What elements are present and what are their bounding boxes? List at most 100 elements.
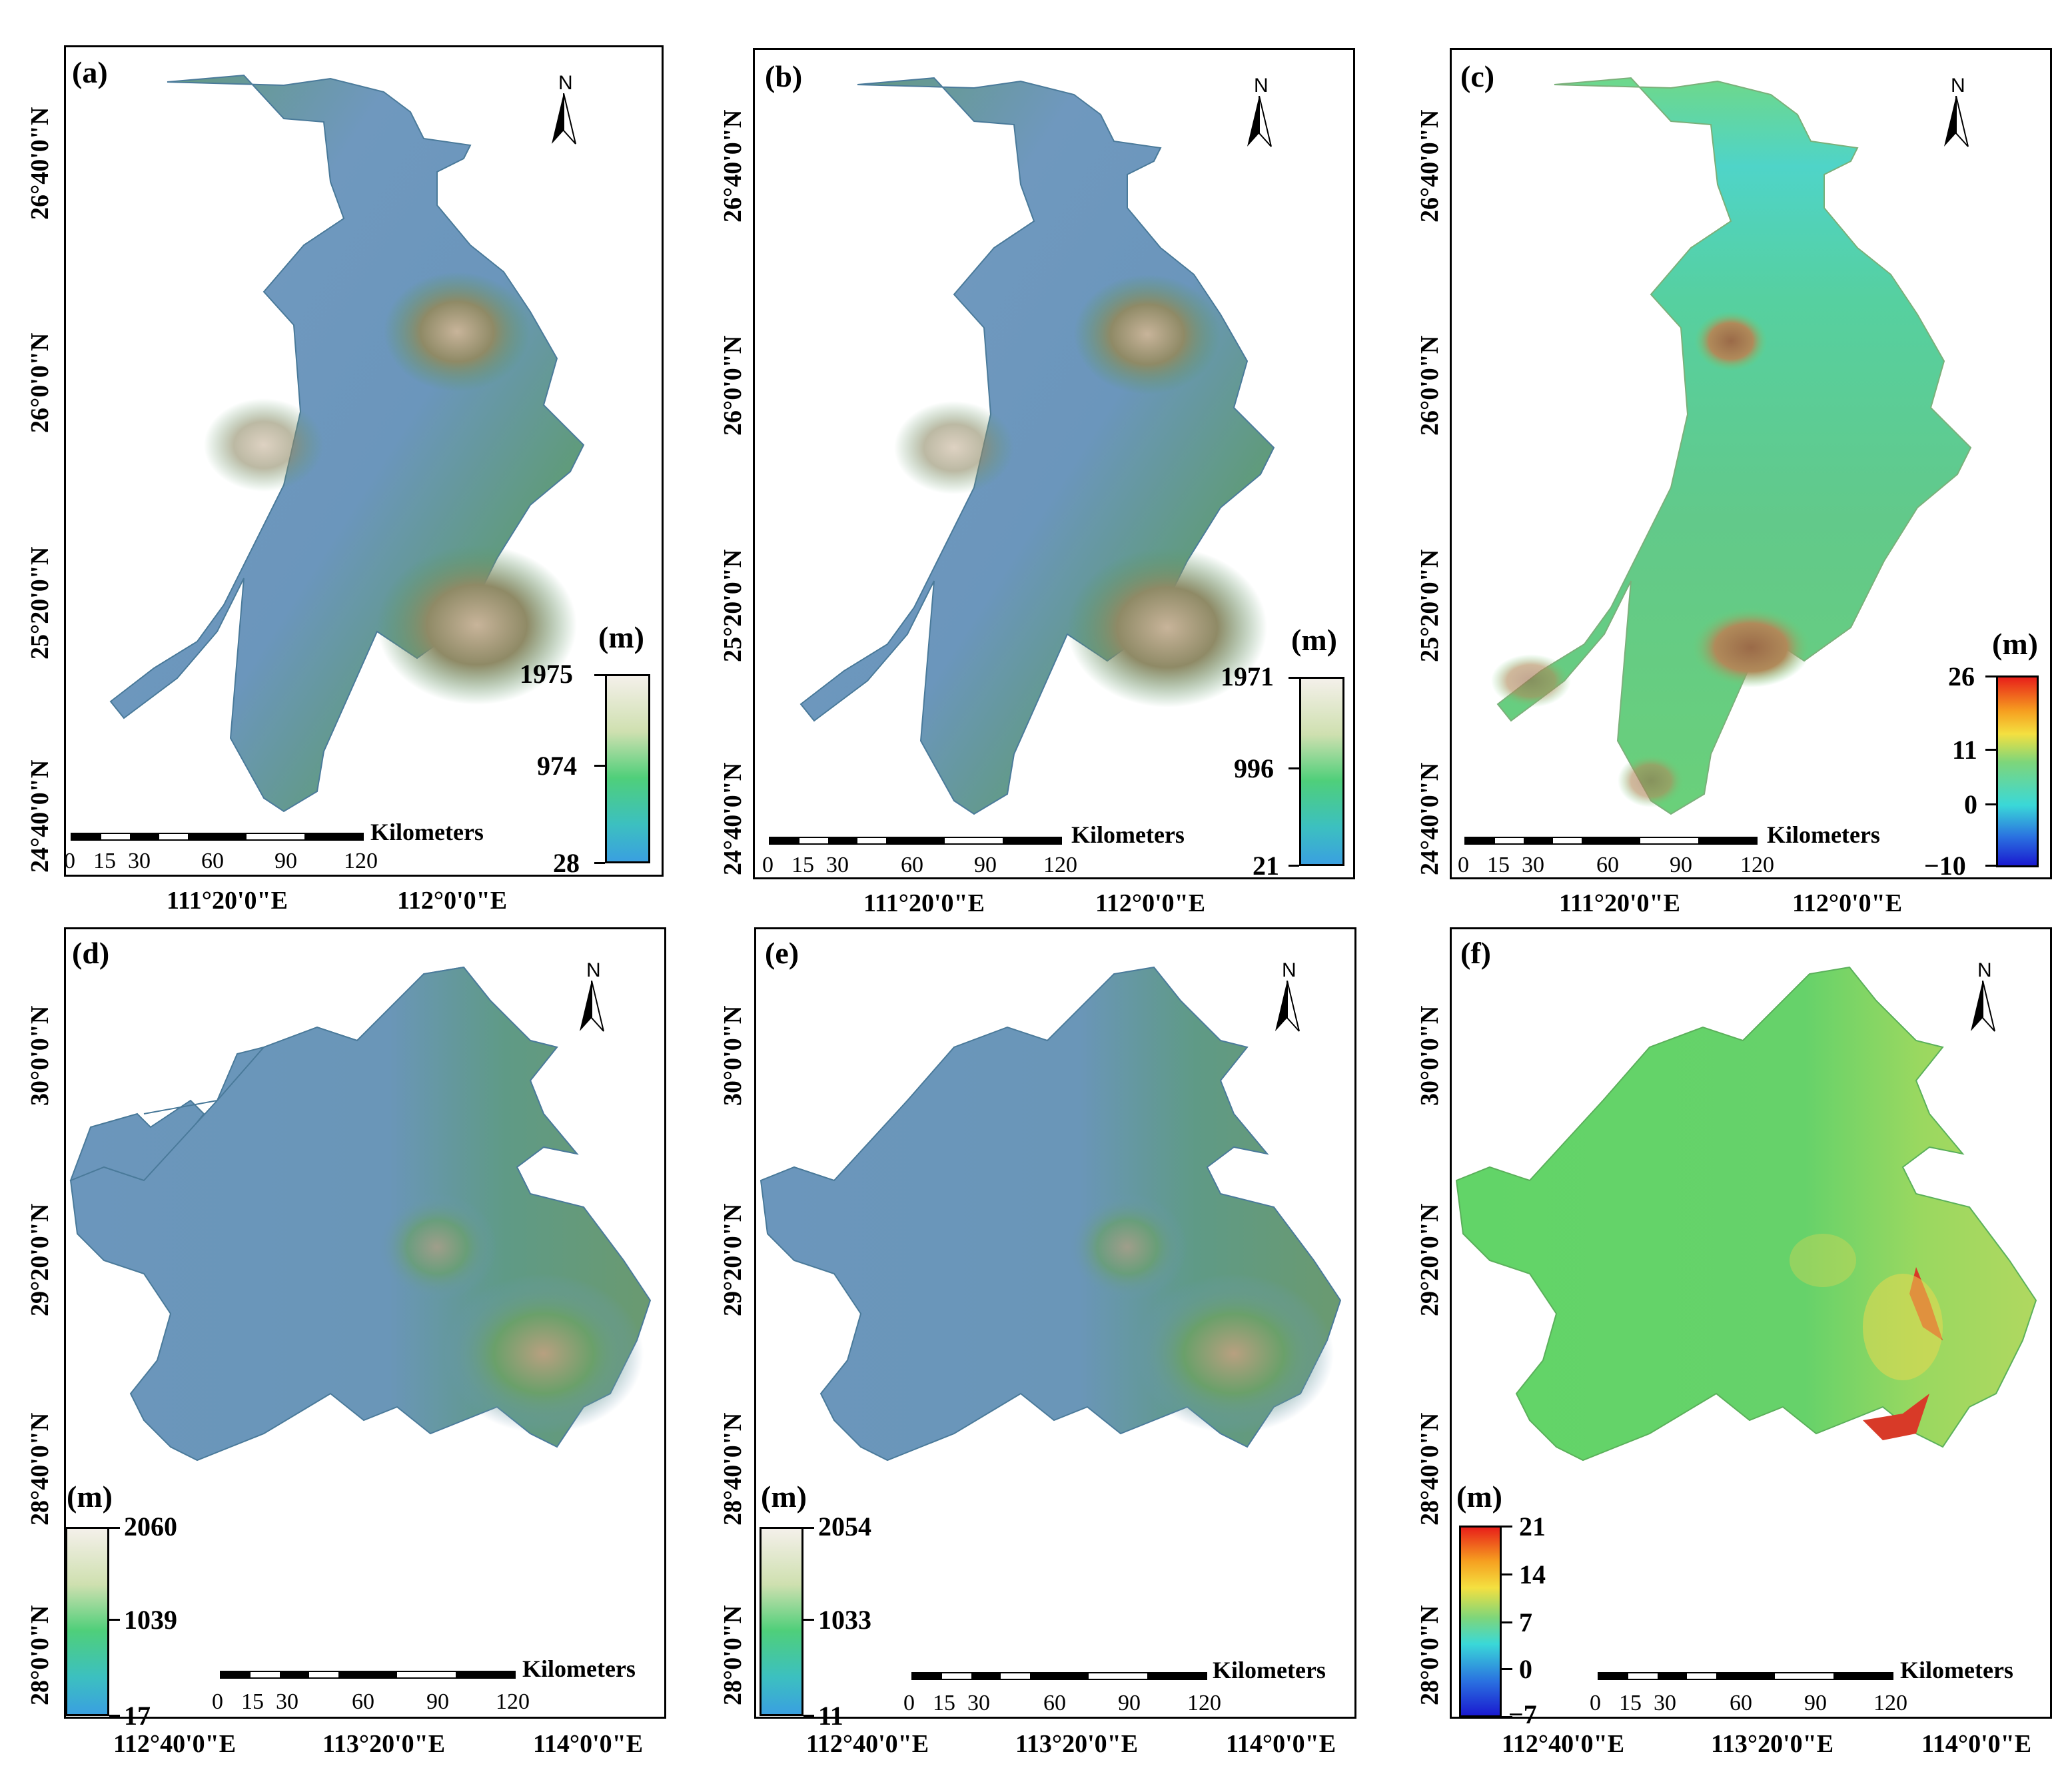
lat-tick-label: 24°40'0"N xyxy=(1416,762,1444,875)
lon-tick-label: 112°0'0"E xyxy=(397,887,508,915)
lat-tick-label: 26°40'0"N xyxy=(26,107,54,220)
scale-bar xyxy=(769,837,1062,845)
lon-tick-label: 112°40'0"E xyxy=(113,1730,237,1758)
panel-label-d: (d) xyxy=(72,936,110,970)
panel-label-b: (b) xyxy=(765,59,803,93)
north-arrow-icon xyxy=(1971,981,1995,1032)
scale-bar xyxy=(1464,837,1758,845)
colorbar-unit: (m) xyxy=(598,620,644,654)
lat-tick-label: 25°20'0"N xyxy=(719,549,747,662)
scale-tick: 120 xyxy=(1873,1691,1907,1715)
scale-tick: 30 xyxy=(967,1691,990,1715)
colorbar-tick xyxy=(1985,865,1996,867)
scale-tick: 30 xyxy=(826,853,849,877)
colorbar-unit: (m) xyxy=(67,1480,113,1514)
colorbar xyxy=(1459,1526,1502,1717)
scale-unit: Kilometers xyxy=(522,1655,636,1682)
scale-tick: 60 xyxy=(201,849,224,873)
colorbar-label: 14 xyxy=(1519,1559,1546,1589)
scale-tick: 30 xyxy=(128,849,151,873)
colorbar-tick xyxy=(1985,749,1996,751)
scale-tick: 0 xyxy=(212,1689,223,1714)
scale-bar xyxy=(1598,1672,1893,1680)
scale-unit: Kilometers xyxy=(1213,1657,1326,1683)
colorbar-max: 1975 xyxy=(520,659,573,689)
scale-tick: 90 xyxy=(1118,1691,1141,1715)
lat-tick-label: 29°20'0"N xyxy=(26,1203,54,1316)
lat-tick-label: 26°0'0"N xyxy=(1416,335,1444,436)
colorbar-tick xyxy=(109,1715,120,1717)
colorbar xyxy=(1996,675,2039,867)
lat-tick-label: 24°40'0"N xyxy=(719,762,747,875)
lon-tick-label: 111°20'0"E xyxy=(1559,889,1681,917)
colorbar-unit: (m) xyxy=(1291,623,1337,657)
colorbar-label: −7 xyxy=(1508,1699,1537,1729)
colorbar-tick xyxy=(803,1619,814,1621)
scale-tick: 60 xyxy=(352,1689,374,1714)
lat-tick-label: 26°0'0"N xyxy=(26,332,54,433)
colorbar-unit: (m) xyxy=(761,1480,807,1514)
lon-tick-label: 112°40'0"E xyxy=(1502,1730,1625,1758)
scale-unit: Kilometers xyxy=(1900,1657,2013,1683)
lat-tick-label: 26°0'0"N xyxy=(719,335,747,436)
colorbar xyxy=(760,1527,803,1716)
north-label: N xyxy=(1254,75,1269,97)
colorbar-tick xyxy=(1289,865,1299,867)
lon-tick-label: 114°0'0"E xyxy=(533,1730,644,1758)
lat-tick-label: 28°0'0"N xyxy=(26,1605,54,1705)
lat-tick-label: 26°40'0"N xyxy=(1416,109,1444,222)
colorbar-tick xyxy=(1289,677,1299,679)
scale-tick: 90 xyxy=(1670,853,1692,877)
lon-tick-label: 112°40'0"E xyxy=(806,1730,929,1758)
scale-tick: 60 xyxy=(901,853,923,877)
colorbar-tick xyxy=(1985,675,1996,677)
panel-label-f: (f) xyxy=(1460,936,1491,970)
colorbar-label: 0 xyxy=(1519,1654,1532,1684)
lon-tick-label: 111°20'0"E xyxy=(167,887,288,915)
colorbar-label: 0 xyxy=(1964,789,1977,819)
scale-tick: 15 xyxy=(241,1689,264,1714)
scale-tick: 90 xyxy=(426,1689,449,1714)
colorbar-tick xyxy=(1289,767,1299,769)
scale-unit: Kilometers xyxy=(1071,821,1185,848)
colorbar-mid: 996 xyxy=(1234,753,1274,783)
lat-tick-label: 28°0'0"N xyxy=(719,1605,747,1705)
scale-tick: 15 xyxy=(933,1691,955,1715)
lon-tick-label: 113°20'0"E xyxy=(1711,1730,1834,1758)
lat-tick-label: 28°40'0"N xyxy=(719,1412,747,1526)
colorbar-tick xyxy=(594,674,605,676)
lat-tick-label: 24°40'0"N xyxy=(26,759,54,873)
panel-label-e: (e) xyxy=(765,936,799,970)
lon-tick-label: 111°20'0"E xyxy=(863,889,985,917)
colorbar-label: 7 xyxy=(1519,1607,1532,1637)
scale-bar xyxy=(71,833,364,841)
north-arrow-icon xyxy=(1275,981,1300,1032)
colorbar-tick xyxy=(1985,803,1996,805)
colorbar-tick xyxy=(1502,1573,1512,1575)
map-raster-a xyxy=(109,74,585,813)
north-arrow-icon xyxy=(552,93,576,145)
colorbar-unit: (m) xyxy=(1456,1480,1502,1514)
lat-tick-label: 28°40'0"N xyxy=(26,1412,54,1526)
colorbar xyxy=(605,674,650,863)
map-raster-d xyxy=(69,966,652,1462)
scale-tick: 60 xyxy=(1596,853,1619,877)
north-label: N xyxy=(1282,959,1296,981)
map-raster-c xyxy=(1491,77,1972,815)
scale-tick: 120 xyxy=(344,849,378,873)
colorbar-label: 21 xyxy=(1519,1512,1546,1542)
scale-bar xyxy=(911,1672,1207,1680)
scale-tick: 120 xyxy=(496,1689,530,1714)
colorbar-min: 28 xyxy=(553,848,580,878)
region-shape-a xyxy=(109,74,585,813)
scale-tick: 90 xyxy=(974,853,997,877)
north-label: N xyxy=(586,959,601,981)
colorbar xyxy=(65,1527,109,1716)
map-raster-e xyxy=(760,966,1342,1462)
lat-tick-label: 28°0'0"N xyxy=(1416,1605,1444,1705)
colorbar-tick xyxy=(803,1527,814,1529)
colorbar-min: 17 xyxy=(124,1701,151,1731)
scale-tick: 120 xyxy=(1187,1691,1221,1715)
lon-tick-label: 112°0'0"E xyxy=(1792,889,1903,917)
lon-tick-label: 113°20'0"E xyxy=(322,1730,446,1758)
